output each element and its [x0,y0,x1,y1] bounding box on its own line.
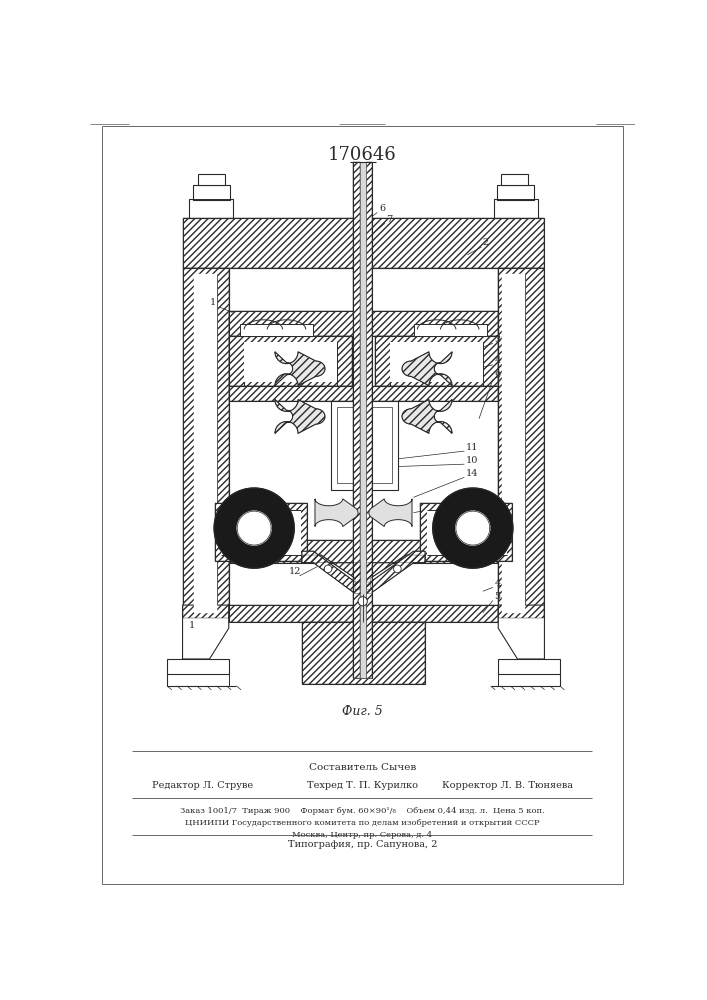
Text: Корректор Л. В. Тюняева: Корректор Л. В. Тюняева [442,781,573,790]
Text: 3: 3 [494,335,501,344]
Text: 6: 6 [379,204,385,213]
Bar [244,342,337,382]
Bar [501,174,527,185]
Polygon shape [275,400,325,433]
Text: 4: 4 [494,356,501,365]
Bar [194,274,217,613]
Text: Фиг. 5: Фиг. 5 [342,705,382,718]
Bar [229,540,498,563]
Bar [229,386,498,401]
Bar [302,622,425,684]
Bar [360,162,366,678]
Bar [229,336,352,386]
Bar [493,199,538,218]
Text: ЦНИИПИ Государственного комитета по делам изобретений и открытий СССР: ЦНИИПИ Государственного комитета по дела… [185,819,539,827]
Bar [229,386,498,401]
Text: Типография, пр. Сапунова, 2: Типография, пр. Сапунова, 2 [288,840,437,849]
Text: 4: 4 [494,579,501,588]
Text: 11: 11 [466,443,479,452]
Bar [215,503,308,561]
Text: 10: 10 [466,456,478,465]
Text: Редактор Л. Струве: Редактор Л. Струве [152,781,253,790]
Bar [192,185,230,200]
Bar [221,510,301,555]
Bar [337,407,392,483]
Polygon shape [498,659,560,674]
Text: Заказ 1001/7  Тираж 900    Формат бум. 60×90¹/₈    Объем 0,44 изд. л.  Цена 5 ко: Заказ 1001/7 Тираж 900 Формат бум. 60×90… [180,807,544,815]
Bar [229,311,498,336]
Bar [215,503,308,561]
Bar [229,311,498,336]
Polygon shape [498,605,544,659]
Text: 13: 13 [356,584,368,593]
Text: 2: 2 [483,238,489,247]
Bar [182,268,229,618]
Bar [182,218,544,268]
Circle shape [394,565,402,573]
Polygon shape [167,659,229,674]
Polygon shape [182,605,229,659]
Bar [375,336,498,386]
Bar [375,336,498,386]
Bar [198,174,225,185]
Bar [498,268,544,618]
Bar [414,324,486,336]
Bar [189,199,233,218]
Text: 5: 5 [494,592,501,601]
Text: 12: 12 [288,567,301,576]
Bar [420,503,512,561]
Polygon shape [275,352,325,386]
Polygon shape [433,488,513,568]
Bar [502,274,525,613]
Polygon shape [302,551,425,594]
Text: 9: 9 [494,371,501,380]
Bar [229,336,352,386]
Bar [182,268,229,618]
Text: 7: 7 [387,215,393,224]
Bar [498,185,534,200]
Polygon shape [402,352,452,386]
Polygon shape [402,400,452,433]
Bar [354,162,372,678]
Polygon shape [456,511,490,545]
Bar [366,162,372,678]
Polygon shape [302,555,425,590]
Text: Техред Т. П. Курилко: Техред Т. П. Курилко [307,781,418,790]
Text: 16: 16 [466,494,478,503]
Bar [498,268,544,618]
Bar [182,218,544,268]
Circle shape [358,597,368,606]
Bar [229,540,498,563]
Text: 14: 14 [466,469,479,478]
Bar [354,162,360,678]
Text: 170646: 170646 [328,146,397,164]
Text: Составитель Сычев: Составитель Сычев [309,763,416,772]
Text: 1: 1 [189,621,195,630]
Text: 15: 15 [338,507,351,516]
Circle shape [325,565,332,573]
Polygon shape [214,488,294,568]
Bar [229,605,498,622]
Bar [229,605,498,622]
Polygon shape [238,511,271,545]
Bar [302,622,425,684]
Bar [428,510,508,555]
Bar [240,324,313,336]
Bar [331,401,398,490]
Text: 1: 1 [209,298,216,307]
Polygon shape [315,499,358,527]
Bar [420,503,512,561]
Bar [390,342,483,382]
Polygon shape [369,499,412,527]
Text: Москва, Центр, пр. Серова, д. 4: Москва, Центр, пр. Серова, д. 4 [292,831,433,839]
